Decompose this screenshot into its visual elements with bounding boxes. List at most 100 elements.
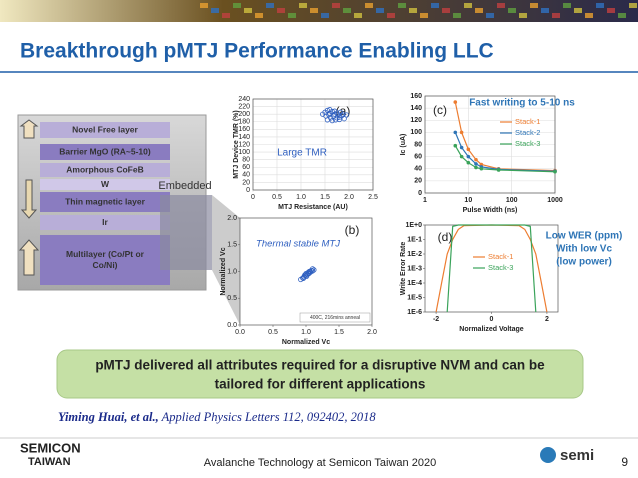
point bbox=[309, 266, 316, 272]
y-tick-label: 100 bbox=[238, 149, 250, 156]
callout-box bbox=[56, 349, 584, 399]
stack-label: Barrier MgO (RA~5-10) bbox=[59, 146, 151, 156]
x-axis-label: Normalized Voltage bbox=[459, 326, 524, 333]
point bbox=[331, 108, 338, 114]
footer-logo: TAIWAN bbox=[28, 456, 71, 468]
legend-label: Stack-3 bbox=[515, 139, 540, 148]
stack-arrow bbox=[18, 239, 40, 276]
chip bbox=[563, 3, 571, 8]
semi-mark bbox=[540, 447, 556, 463]
chip bbox=[420, 13, 428, 18]
stack-layer bbox=[40, 192, 170, 212]
stack-label: W bbox=[101, 179, 110, 189]
chip bbox=[343, 8, 351, 13]
x-tick-label: 0.0 bbox=[235, 329, 245, 336]
stack-layer bbox=[40, 179, 170, 190]
y-tick-label: 60 bbox=[414, 153, 422, 160]
y-tick-label: 1E-2 bbox=[407, 251, 422, 258]
series-line bbox=[446, 224, 537, 313]
chip bbox=[365, 3, 373, 8]
callout-line: tailored for different applications bbox=[215, 377, 426, 392]
y-tick-label: 1E+0 bbox=[405, 222, 422, 229]
y-tick-label: 1.5 bbox=[227, 242, 237, 249]
chip bbox=[387, 13, 395, 18]
panel-label: (b) bbox=[345, 223, 360, 237]
chip bbox=[288, 13, 296, 18]
y-tick-label: 200 bbox=[238, 111, 250, 118]
stack-label-line: Multilayer (Co/Pt or bbox=[66, 249, 145, 259]
y-tick-label: 20 bbox=[242, 179, 250, 186]
stack-layer bbox=[40, 235, 170, 285]
wafer-image bbox=[160, 195, 212, 270]
chip bbox=[299, 3, 307, 8]
plot-frame bbox=[239, 217, 373, 326]
chip bbox=[354, 13, 362, 18]
stack-label: Amorphous CoFeB bbox=[66, 164, 143, 174]
legend-label: Stack-2 bbox=[515, 128, 540, 137]
stack-arrow bbox=[19, 119, 39, 139]
annotation: Low WER (ppm) bbox=[546, 231, 623, 242]
y-tick-label: 240 bbox=[238, 96, 250, 103]
x-tick-label: 0 bbox=[490, 316, 494, 323]
chip bbox=[266, 3, 274, 8]
x-tick-label: 1.0 bbox=[301, 329, 311, 336]
plot-frame bbox=[252, 98, 374, 191]
chip bbox=[618, 13, 626, 18]
y-tick-label: 40 bbox=[242, 172, 250, 179]
stack-layer bbox=[40, 163, 170, 177]
x-tick-label: 100 bbox=[506, 197, 518, 204]
footer-logo: SEMICON bbox=[20, 440, 81, 455]
chip bbox=[244, 8, 252, 13]
footer-logo: semi bbox=[560, 447, 594, 464]
annotation: (low power) bbox=[556, 257, 612, 268]
header-decoration bbox=[200, 3, 637, 18]
y-axis-label: Write Error Rate bbox=[400, 242, 407, 296]
slide-title: Breakthrough pMTJ Performance Enabling L… bbox=[20, 40, 494, 63]
embedded-label: Embedded bbox=[158, 180, 211, 192]
point bbox=[343, 112, 350, 118]
chip bbox=[332, 3, 340, 8]
chip bbox=[211, 8, 219, 13]
chip bbox=[255, 13, 263, 18]
y-axis-label: MTJ Device TMR (%) bbox=[233, 110, 240, 178]
y-tick-label: 140 bbox=[238, 134, 250, 141]
point bbox=[327, 107, 333, 113]
chip bbox=[431, 3, 439, 8]
stack-arrow bbox=[20, 179, 38, 219]
x-tick-label: 0 bbox=[251, 194, 255, 201]
chip bbox=[409, 8, 417, 13]
y-tick-label: 0 bbox=[418, 190, 422, 197]
chip bbox=[596, 3, 604, 8]
point bbox=[300, 275, 306, 282]
legend-label: Stack-3 bbox=[488, 263, 513, 272]
marker bbox=[453, 100, 458, 104]
y-tick-label: 180 bbox=[238, 119, 250, 126]
point bbox=[341, 116, 347, 122]
y-tick-label: 1E-1 bbox=[407, 236, 422, 243]
y-tick-label: 0 bbox=[246, 187, 250, 194]
y-tick-label: 100 bbox=[410, 129, 422, 136]
y-tick-label: 2.0 bbox=[227, 215, 237, 222]
y-tick-label: 20 bbox=[414, 178, 422, 185]
point bbox=[309, 268, 316, 274]
point bbox=[336, 116, 342, 123]
x-axis-label: Pulse Width (ns) bbox=[463, 207, 518, 214]
page-number: 9 bbox=[621, 455, 628, 469]
annotation: Thermal stable MTJ bbox=[256, 239, 340, 250]
chip bbox=[310, 8, 318, 13]
x-tick-label: 1000 bbox=[547, 197, 563, 204]
citation: Yiming Huai, et al., Applied Physics Let… bbox=[58, 410, 376, 424]
chip bbox=[321, 13, 329, 18]
x-tick-label: 0.5 bbox=[272, 194, 282, 201]
legend-box bbox=[299, 312, 371, 323]
chip bbox=[200, 3, 208, 8]
x-tick-label: 1.5 bbox=[320, 194, 330, 201]
y-tick-label: 1E-4 bbox=[407, 280, 422, 287]
chip bbox=[585, 13, 593, 18]
stack-layer bbox=[40, 215, 170, 230]
legend-label: Stack-1 bbox=[488, 252, 513, 261]
y-tick-label: 1E-3 bbox=[407, 265, 422, 272]
x-axis-label: MTJ Resistance (AU) bbox=[278, 204, 348, 211]
x-tick-label: 1.5 bbox=[334, 329, 344, 336]
